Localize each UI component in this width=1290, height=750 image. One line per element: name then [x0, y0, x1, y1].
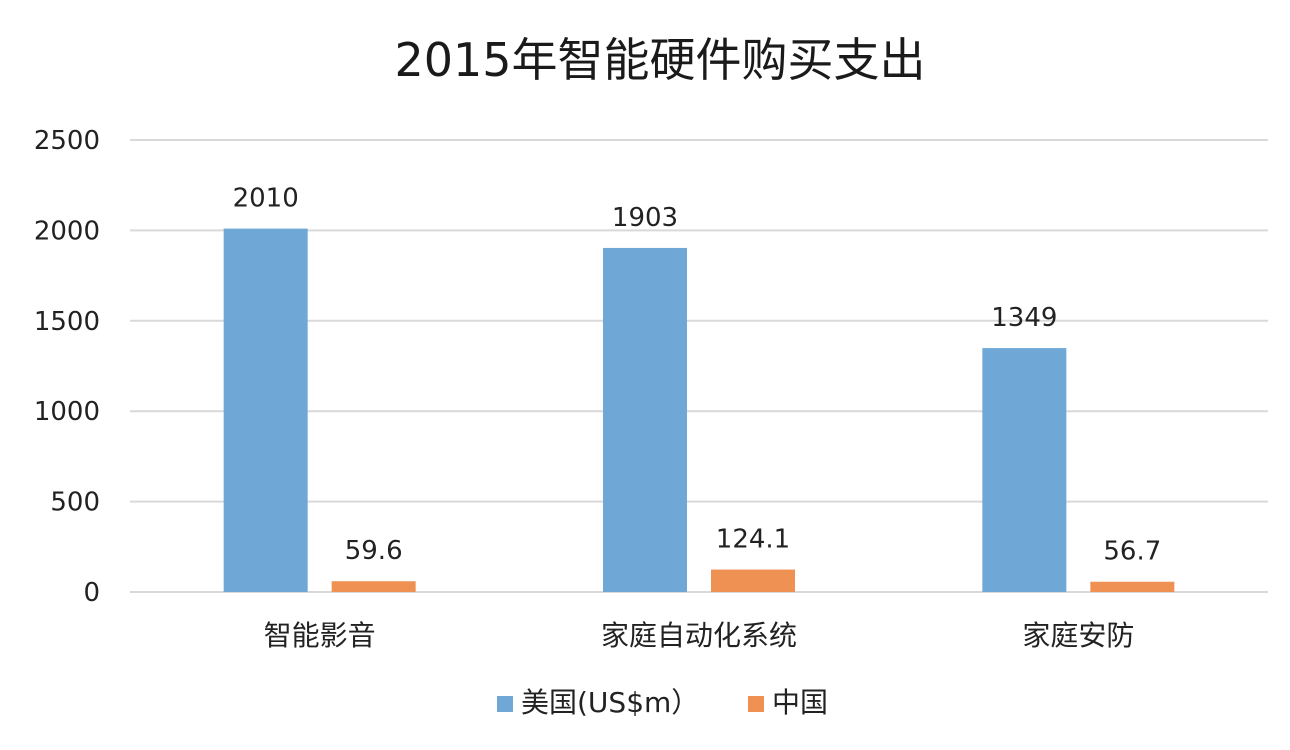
x-category-label: 家庭自动化系统	[601, 619, 797, 652]
gridlines	[130, 139, 1268, 593]
data-label: 2010	[233, 184, 299, 214]
legend-label: 中国	[772, 686, 828, 719]
chart-title: 2015年智能硬件购买支出	[394, 33, 925, 87]
legend-swatch	[497, 696, 513, 712]
bars	[223, 228, 1175, 593]
data-labels: 2010 59.6 1903 124.1 1349 56.7	[233, 184, 1162, 567]
bar	[223, 228, 308, 593]
y-tick-label: 1500	[34, 307, 100, 337]
y-tick-label: 0	[83, 578, 100, 608]
legend-label: 美国(US$m）	[521, 686, 699, 719]
bar	[603, 247, 687, 592]
bar	[982, 348, 1067, 592]
y-tick-label: 1000	[34, 397, 100, 427]
data-label: 124.1	[716, 525, 790, 555]
data-label: 56.7	[1103, 537, 1161, 567]
x-category-label: 家庭安防	[1022, 619, 1134, 652]
bar	[1090, 581, 1175, 592]
y-tick-label: 2500	[34, 126, 100, 156]
bar	[711, 569, 795, 592]
y-tick-label: 2000	[34, 216, 100, 246]
legend: 美国(US$m） 中国	[497, 686, 828, 719]
x-category-label: 智能影音	[264, 619, 376, 652]
data-label: 1903	[612, 203, 678, 233]
x-axis-categories: 智能影音 家庭自动化系统 家庭安防	[264, 619, 1135, 652]
y-tick-label: 500	[50, 488, 100, 518]
bar	[331, 581, 416, 592]
y-axis-ticks: 0 500 1000 1500 2000 2500	[34, 126, 100, 608]
data-label: 59.6	[345, 536, 403, 566]
data-label: 1349	[991, 303, 1057, 333]
legend-swatch	[748, 696, 764, 712]
